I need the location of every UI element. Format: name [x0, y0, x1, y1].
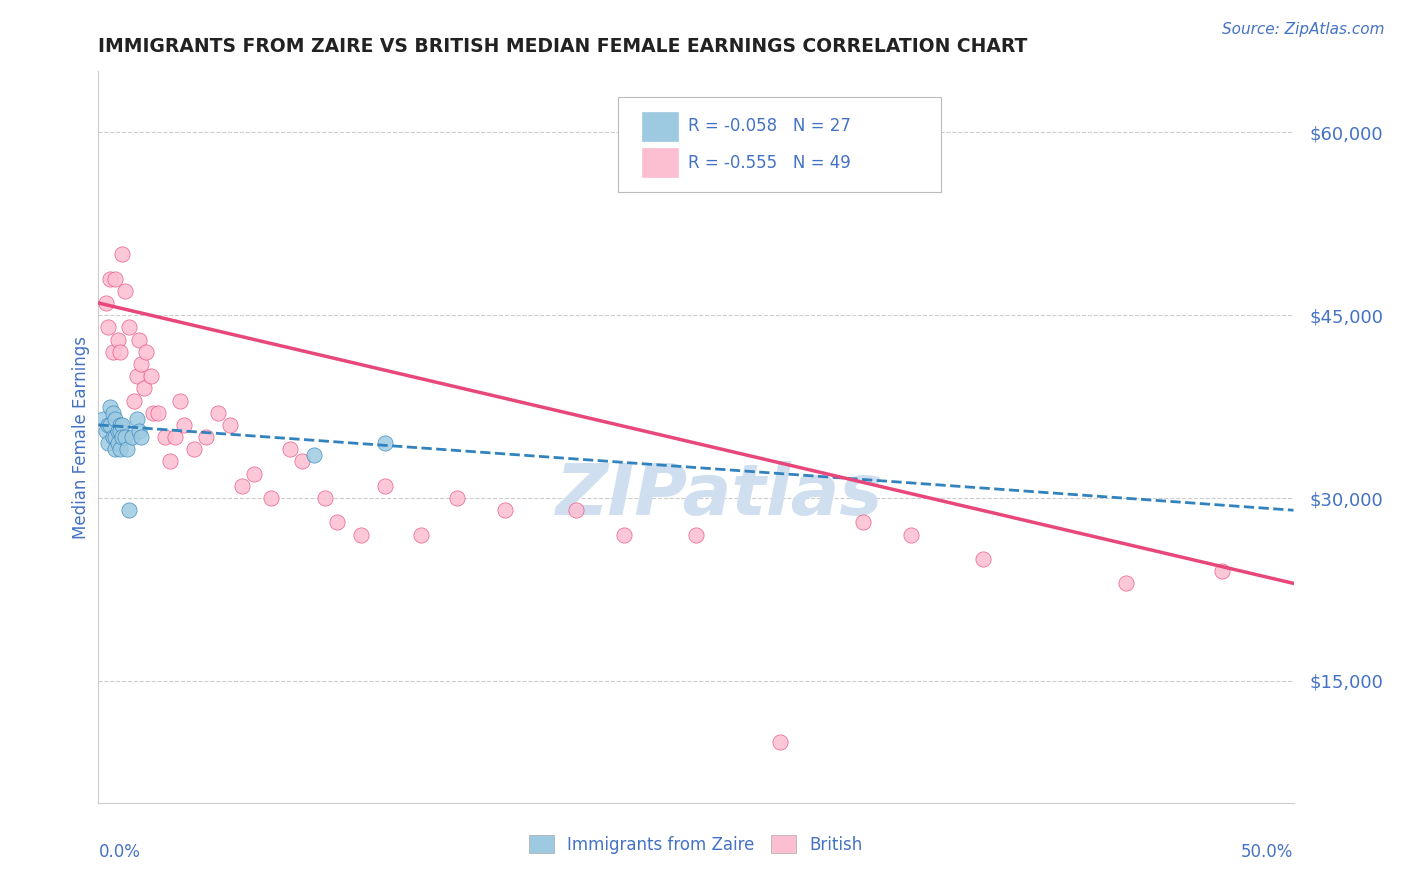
Point	[374, 436, 396, 450]
Point	[195, 430, 218, 444]
Point	[163, 430, 186, 444]
Point	[108, 424, 131, 438]
Point	[97, 320, 120, 334]
Point	[125, 412, 148, 426]
Point	[91, 412, 114, 426]
Point	[115, 442, 138, 457]
Text: 50.0%: 50.0%	[1241, 843, 1294, 861]
Text: R = -0.555   N = 49: R = -0.555 N = 49	[688, 153, 851, 172]
Point	[139, 369, 162, 384]
Point	[446, 491, 468, 505]
Point	[972, 552, 994, 566]
Point	[231, 479, 253, 493]
Point	[852, 516, 875, 530]
Point	[104, 430, 127, 444]
Point	[1115, 576, 1137, 591]
Point	[135, 344, 157, 359]
Point	[685, 527, 707, 541]
Point	[148, 406, 170, 420]
Point	[131, 430, 153, 444]
Point	[565, 503, 588, 517]
Point	[207, 406, 229, 420]
Point	[219, 417, 242, 432]
FancyBboxPatch shape	[619, 97, 941, 192]
Point	[302, 449, 325, 463]
FancyBboxPatch shape	[643, 112, 678, 141]
Point	[183, 442, 205, 457]
Y-axis label: Median Female Earnings: Median Female Earnings	[72, 335, 90, 539]
Point	[142, 406, 165, 420]
Text: IMMIGRANTS FROM ZAIRE VS BRITISH MEDIAN FEMALE EARNINGS CORRELATION CHART: IMMIGRANTS FROM ZAIRE VS BRITISH MEDIAN …	[98, 37, 1028, 56]
FancyBboxPatch shape	[643, 148, 678, 178]
Point	[350, 527, 373, 541]
Text: R = -0.058   N = 27: R = -0.058 N = 27	[688, 117, 851, 136]
Point	[900, 527, 922, 541]
Point	[101, 430, 124, 444]
Point	[118, 320, 141, 334]
Point	[128, 424, 150, 438]
Point	[169, 393, 191, 408]
Point	[97, 436, 120, 450]
Point	[98, 400, 122, 414]
Point	[114, 430, 136, 444]
Point	[107, 333, 129, 347]
Point	[111, 430, 134, 444]
Point	[101, 406, 124, 420]
Point	[107, 436, 129, 450]
Point	[278, 442, 301, 457]
Point	[259, 491, 281, 505]
Point	[125, 369, 148, 384]
Point	[374, 479, 396, 493]
Point	[613, 527, 636, 541]
Point	[111, 417, 134, 432]
Point	[111, 247, 134, 261]
Point	[131, 357, 153, 371]
Text: ZIPatlas: ZIPatlas	[557, 461, 883, 530]
Point	[124, 393, 146, 408]
Point	[98, 417, 122, 432]
Point	[326, 516, 349, 530]
Point	[121, 430, 143, 444]
Point	[98, 271, 122, 285]
Point	[104, 271, 127, 285]
Point	[1211, 564, 1233, 578]
Point	[118, 503, 141, 517]
Text: Source: ZipAtlas.com: Source: ZipAtlas.com	[1222, 22, 1385, 37]
Point	[108, 417, 131, 432]
Point	[411, 527, 433, 541]
Point	[104, 412, 127, 426]
Point	[114, 284, 136, 298]
Point	[159, 454, 181, 468]
Point	[104, 442, 127, 457]
Point	[291, 454, 314, 468]
Point	[243, 467, 266, 481]
Point	[94, 296, 117, 310]
Point	[108, 442, 131, 457]
Point	[128, 333, 150, 347]
Legend: Immigrants from Zaire, British: Immigrants from Zaire, British	[522, 829, 870, 860]
Point	[94, 424, 117, 438]
Text: 0.0%: 0.0%	[98, 843, 141, 861]
Point	[494, 503, 516, 517]
Point	[97, 417, 120, 432]
Point	[108, 344, 131, 359]
Point	[173, 417, 195, 432]
Point	[768, 735, 790, 749]
Point	[315, 491, 337, 505]
Point	[107, 424, 129, 438]
Point	[101, 344, 124, 359]
Point	[155, 430, 177, 444]
Point	[132, 381, 155, 395]
